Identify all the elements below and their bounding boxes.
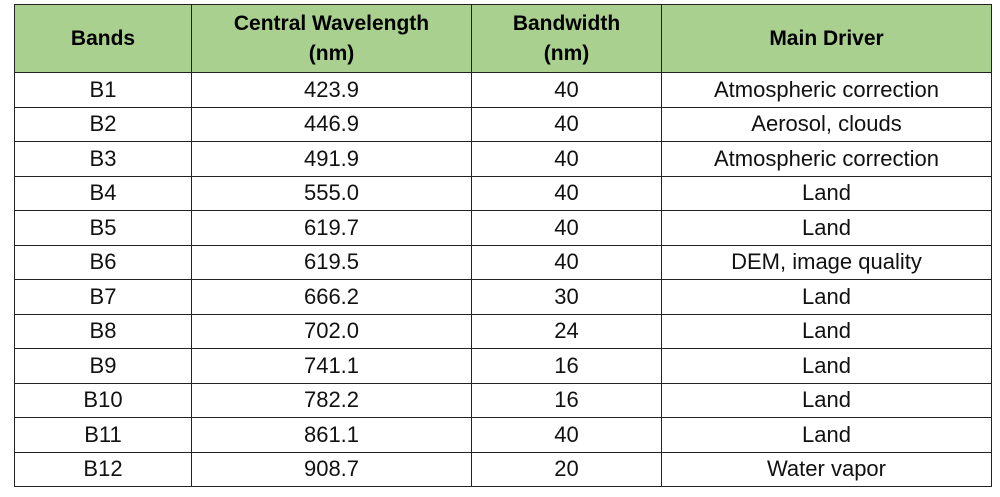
table-row: B11 861.1 40 Land (14, 417, 992, 453)
central-wavelength-cell: 619.5 (191, 244, 472, 280)
bandwidth-cell: 30 (471, 279, 662, 315)
band-cell: B11 (14, 417, 192, 453)
main-driver-cell: Land (661, 417, 992, 453)
central-wavelength-cell: 666.2 (191, 279, 472, 315)
central-wavelength-cell: 782.2 (191, 382, 472, 418)
table-row: B12 908.7 20 Water vapor (14, 451, 992, 487)
table-body: B1 423.9 40 Atmospheric correction B2 446.9 40… (14, 72, 992, 487)
band-cell: B1 (14, 72, 192, 108)
main-driver-cell: Atmospheric correction (661, 72, 992, 108)
bandwidth-cell: 24 (471, 313, 662, 349)
bandwidth-cell: 40 (471, 72, 662, 108)
table-row: B9 741.1 16 Land (14, 348, 992, 384)
table-row: B3 491.9 40 Atmospheric correction (14, 141, 992, 177)
central-wavelength-cell: 446.9 (191, 106, 472, 142)
central-wavelength-cell: 491.9 (191, 141, 472, 177)
header-central-wavelength-line1: Central Wavelength (233, 11, 430, 35)
table-row: B5 619.7 40 Land (14, 210, 992, 246)
bands-table: Bands Central Wavelength (nm) Bandwidth … (14, 4, 992, 487)
bandwidth-cell: 40 (471, 417, 662, 453)
band-cell: B8 (14, 313, 192, 349)
table-row: B6 619.5 40 DEM, image quality (14, 244, 992, 280)
bandwidth-cell: 40 (471, 106, 662, 142)
main-driver-cell: Land (661, 382, 992, 418)
table-row: B2 446.9 40 Aerosol, clouds (14, 106, 992, 142)
header-central-wavelength: Central Wavelength (nm) (191, 4, 472, 73)
central-wavelength-cell: 619.7 (191, 210, 472, 246)
central-wavelength-cell: 555.0 (191, 175, 472, 211)
main-driver-cell: DEM, image quality (661, 244, 992, 280)
bandwidth-cell: 16 (471, 348, 662, 384)
table-row: B10 782.2 16 Land (14, 382, 992, 418)
header-main-driver: Main Driver (661, 4, 992, 73)
main-driver-cell: Aerosol, clouds (661, 106, 992, 142)
band-cell: B2 (14, 106, 192, 142)
band-cell: B12 (14, 451, 192, 487)
header-central-wavelength-line2: (nm) (308, 41, 355, 65)
header-main-driver-label: Main Driver (769, 26, 884, 50)
main-driver-cell: Land (661, 210, 992, 246)
header-row: Bands Central Wavelength (nm) Bandwidth … (14, 4, 992, 73)
header-bandwidth-line2: (nm) (543, 41, 590, 65)
header-bands: Bands (14, 4, 192, 73)
band-cell: B7 (14, 279, 192, 315)
bandwidth-cell: 40 (471, 244, 662, 280)
central-wavelength-cell: 423.9 (191, 72, 472, 108)
central-wavelength-cell: 908.7 (191, 451, 472, 487)
header-bands-label: Bands (70, 26, 136, 50)
band-cell: B5 (14, 210, 192, 246)
main-driver-cell: Land (661, 348, 992, 384)
band-cell: B3 (14, 141, 192, 177)
table-row: B4 555.0 40 Land (14, 175, 992, 211)
bands-table-container: Bands Central Wavelength (nm) Bandwidth … (14, 4, 992, 487)
main-driver-cell: Land (661, 313, 992, 349)
bandwidth-cell: 40 (471, 175, 662, 211)
header-bandwidth-line1: Bandwidth (512, 11, 621, 35)
central-wavelength-cell: 741.1 (191, 348, 472, 384)
band-cell: B10 (14, 382, 192, 418)
header-bandwidth: Bandwidth (nm) (471, 4, 662, 73)
main-driver-cell: Atmospheric correction (661, 141, 992, 177)
band-cell: B9 (14, 348, 192, 384)
band-cell: B4 (14, 175, 192, 211)
table-header: Bands Central Wavelength (nm) Bandwidth … (14, 4, 992, 73)
table-row: B8 702.0 24 Land (14, 313, 992, 349)
table-row: B7 666.2 30 Land (14, 279, 992, 315)
bandwidth-cell: 20 (471, 451, 662, 487)
bandwidth-cell: 40 (471, 210, 662, 246)
bandwidth-cell: 16 (471, 382, 662, 418)
bandwidth-cell: 40 (471, 141, 662, 177)
main-driver-cell: Land (661, 175, 992, 211)
table-row: B1 423.9 40 Atmospheric correction (14, 72, 992, 108)
band-cell: B6 (14, 244, 192, 280)
central-wavelength-cell: 861.1 (191, 417, 472, 453)
main-driver-cell: Land (661, 279, 992, 315)
main-driver-cell: Water vapor (661, 451, 992, 487)
central-wavelength-cell: 702.0 (191, 313, 472, 349)
